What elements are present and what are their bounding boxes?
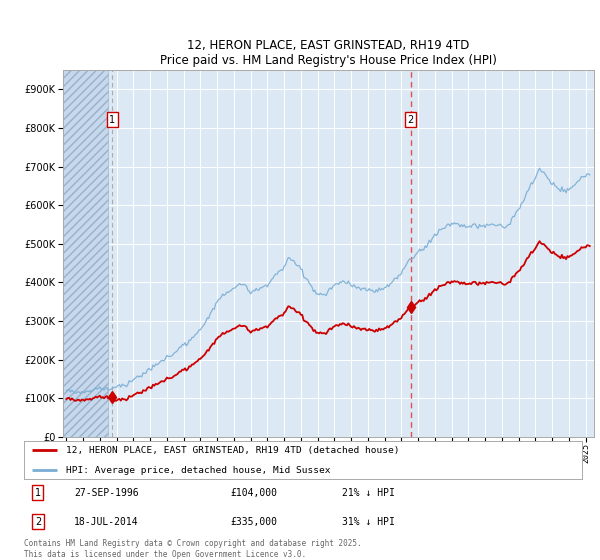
- Text: £104,000: £104,000: [230, 488, 277, 498]
- Text: 12, HERON PLACE, EAST GRINSTEAD, RH19 4TD (detached house): 12, HERON PLACE, EAST GRINSTEAD, RH19 4T…: [66, 446, 400, 455]
- Text: £335,000: £335,000: [230, 517, 277, 527]
- Text: 2: 2: [35, 517, 41, 527]
- Text: 1: 1: [35, 488, 41, 498]
- Bar: [63, 70, 108, 437]
- Title: 12, HERON PLACE, EAST GRINSTEAD, RH19 4TD
Price paid vs. HM Land Registry's Hous: 12, HERON PLACE, EAST GRINSTEAD, RH19 4T…: [160, 39, 497, 67]
- Text: 18-JUL-2014: 18-JUL-2014: [74, 517, 139, 527]
- Text: 21% ↓ HPI: 21% ↓ HPI: [342, 488, 395, 498]
- Text: 2: 2: [407, 114, 414, 124]
- Text: Contains HM Land Registry data © Crown copyright and database right 2025.
This d: Contains HM Land Registry data © Crown c…: [24, 539, 362, 559]
- Text: 1: 1: [109, 114, 115, 124]
- Text: 31% ↓ HPI: 31% ↓ HPI: [342, 517, 395, 527]
- Text: 27-SEP-1996: 27-SEP-1996: [74, 488, 139, 498]
- Text: HPI: Average price, detached house, Mid Sussex: HPI: Average price, detached house, Mid …: [66, 466, 331, 475]
